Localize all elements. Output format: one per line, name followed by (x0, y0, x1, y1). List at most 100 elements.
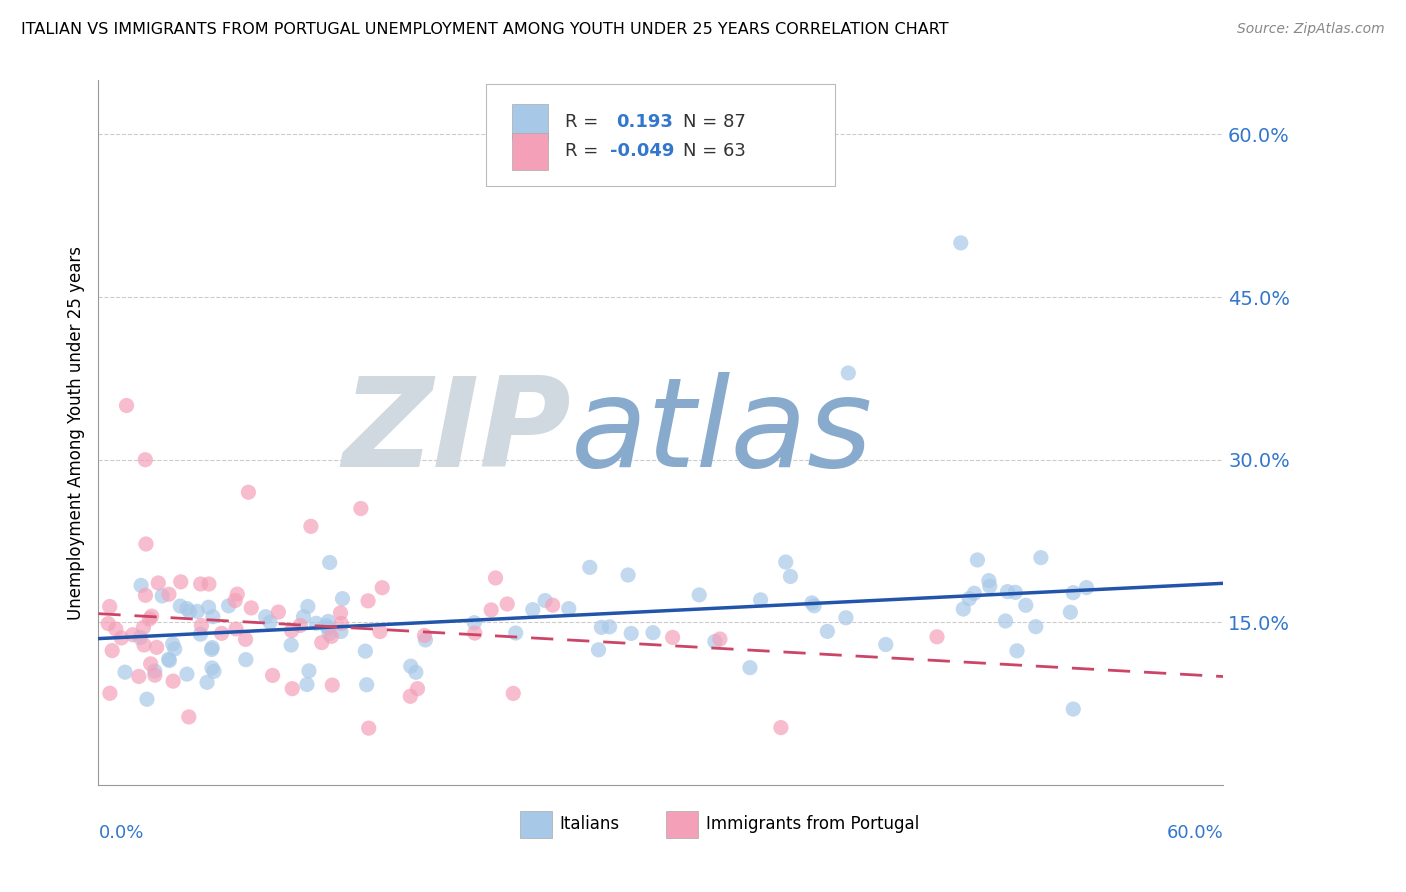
Point (104, 622, 127, 636)
Point (1029, 550, 1052, 565)
Point (157, 587, 180, 601)
Point (709, 632, 731, 646)
Point (949, 235, 972, 250)
Point (502, 686, 524, 700)
Text: ZIP: ZIP (342, 372, 571, 493)
Point (176, 667, 198, 681)
Point (98, 599, 121, 614)
Point (588, 643, 610, 657)
Point (98, 686, 121, 700)
Point (157, 653, 180, 667)
Point (299, 519, 322, 533)
Point (1004, 585, 1026, 599)
Text: N = 63: N = 63 (683, 143, 747, 161)
Point (1059, 605, 1081, 619)
Point (997, 584, 1019, 599)
Point (240, 601, 263, 615)
Y-axis label: Unemployment Among Youth under 25 years: Unemployment Among Youth under 25 years (66, 245, 84, 620)
Point (110, 631, 132, 645)
Point (966, 553, 988, 567)
Point (170, 574, 193, 589)
Point (350, 501, 373, 516)
Point (132, 638, 155, 652)
Point (101, 643, 124, 657)
Point (200, 642, 222, 657)
Point (769, 721, 792, 735)
Point (297, 599, 319, 614)
Point (281, 681, 304, 696)
Point (115, 399, 138, 413)
Point (139, 657, 162, 671)
Point (1015, 599, 1038, 613)
Bar (512, 133, 548, 169)
Point (329, 624, 352, 639)
Point (399, 659, 422, 673)
Point (534, 593, 557, 607)
Point (235, 632, 257, 647)
Point (479, 603, 502, 617)
Point (356, 678, 378, 692)
Point (129, 631, 152, 645)
Point (267, 605, 290, 619)
FancyBboxPatch shape (486, 84, 835, 186)
Point (803, 599, 825, 613)
Point (800, 596, 823, 610)
Text: 0.0%: 0.0% (98, 823, 143, 842)
Point (496, 597, 519, 611)
Point (201, 609, 224, 624)
Point (994, 614, 1017, 628)
Point (558, 601, 581, 615)
Point (1062, 585, 1084, 599)
Point (198, 577, 221, 591)
Point (749, 593, 772, 607)
Point (162, 674, 184, 689)
Point (484, 571, 506, 585)
Point (815, 624, 838, 639)
Point (195, 675, 218, 690)
Point (292, 609, 315, 624)
Point (357, 721, 380, 735)
Text: 60.0%: 60.0% (1167, 823, 1223, 842)
Point (190, 618, 212, 632)
Point (330, 616, 353, 631)
Point (591, 620, 613, 634)
Point (143, 664, 166, 678)
Point (406, 681, 429, 696)
Point (157, 652, 180, 666)
Point (218, 599, 240, 613)
Point (211, 626, 233, 640)
Text: Immigrants from Portugal: Immigrants from Portugal (706, 814, 920, 833)
Point (371, 581, 394, 595)
Point (641, 625, 664, 640)
Point (162, 637, 184, 651)
Point (835, 611, 858, 625)
Point (169, 599, 191, 613)
Point (190, 577, 212, 591)
Point (925, 630, 948, 644)
Point (875, 638, 897, 652)
Point (541, 598, 564, 612)
Point (332, 591, 354, 606)
Point (979, 579, 1001, 593)
Point (145, 640, 167, 655)
Point (177, 710, 200, 724)
Point (179, 605, 201, 619)
Text: R =: R = (565, 143, 605, 161)
Point (262, 668, 284, 682)
Point (738, 660, 761, 674)
Point (114, 665, 136, 680)
Point (779, 569, 801, 583)
Point (298, 664, 321, 678)
Text: N = 87: N = 87 (683, 113, 747, 131)
Point (775, 555, 797, 569)
Point (321, 629, 343, 643)
Point (318, 615, 340, 629)
Point (318, 556, 340, 570)
Point (368, 624, 391, 639)
Point (357, 594, 380, 608)
Bar (520, 811, 551, 838)
Point (316, 621, 339, 635)
Point (201, 640, 224, 655)
Point (280, 638, 302, 652)
Point (688, 588, 710, 602)
